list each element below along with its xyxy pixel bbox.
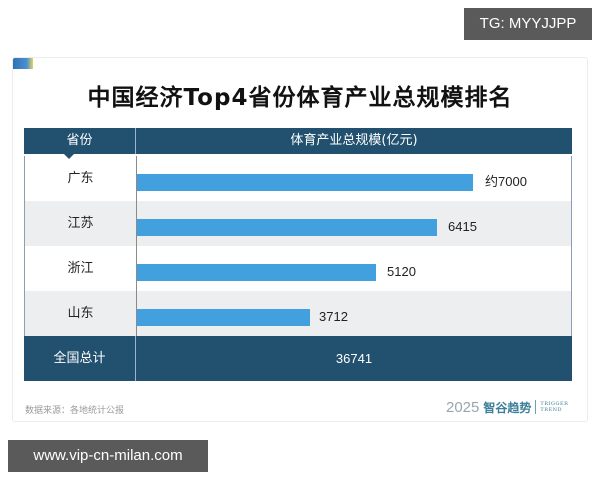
- bar-shandong: [137, 309, 310, 326]
- province-label: 广东: [25, 156, 137, 201]
- header-scale: 体育产业总规模(亿元): [290, 133, 418, 148]
- total-value: 36741: [335, 351, 373, 366]
- total-label: 全国总计: [24, 336, 136, 381]
- table-row: 山东 3712: [25, 291, 571, 336]
- header-province: 省份: [24, 128, 136, 154]
- bar-value: 3712: [319, 309, 348, 324]
- brand-english: TRIGGER TREND: [540, 401, 568, 413]
- bar-value: 约7000: [485, 174, 527, 189]
- table-row: 江苏 6415: [25, 201, 571, 246]
- caret-down-icon: [64, 154, 74, 159]
- chart-title: 中国经济Top4省份体育产业总规模排名: [87, 85, 513, 111]
- bar-value: 5120: [387, 264, 416, 279]
- bar-guangdong: [137, 174, 473, 191]
- province-label: 山东: [25, 291, 137, 336]
- table-row: 浙江 5120: [25, 246, 571, 291]
- brand-name: 智谷趋势: [483, 400, 532, 415]
- brand-year: 2025: [446, 398, 480, 416]
- data-source: 数据来源：各地统计公报: [25, 406, 125, 416]
- bar-jiangsu: [137, 219, 437, 236]
- bar-value: 6415: [448, 219, 477, 234]
- table-header: 省份 体育产业总规模(亿元): [24, 128, 572, 154]
- watermark-top: TG: MYYJJPP: [464, 8, 592, 40]
- watermark-bottom: www.vip-cn-milan.com: [8, 440, 208, 472]
- bar-zhejiang: [137, 264, 376, 281]
- brand-en-line1: TRIGGER: [540, 401, 569, 407]
- table-row: 广东 约7000: [25, 156, 571, 201]
- table-body: 广东 约7000 江苏 6415 浙江 5120 山东 3712: [24, 156, 572, 336]
- province-label: 江苏: [25, 201, 137, 246]
- brand-logo: 2025 智谷趋势 TRIGGER TREND: [446, 397, 568, 417]
- province-label: 浙江: [25, 246, 137, 291]
- brand-en-line2: TREND: [540, 407, 563, 413]
- corner-accent-decoration: [13, 58, 33, 69]
- total-row: 全国总计 36741: [24, 336, 572, 381]
- brand-divider: [535, 400, 537, 414]
- ranking-table: 省份 体育产业总规模(亿元) 广东 约7000 江苏 6415 浙江 5120 …: [24, 128, 572, 381]
